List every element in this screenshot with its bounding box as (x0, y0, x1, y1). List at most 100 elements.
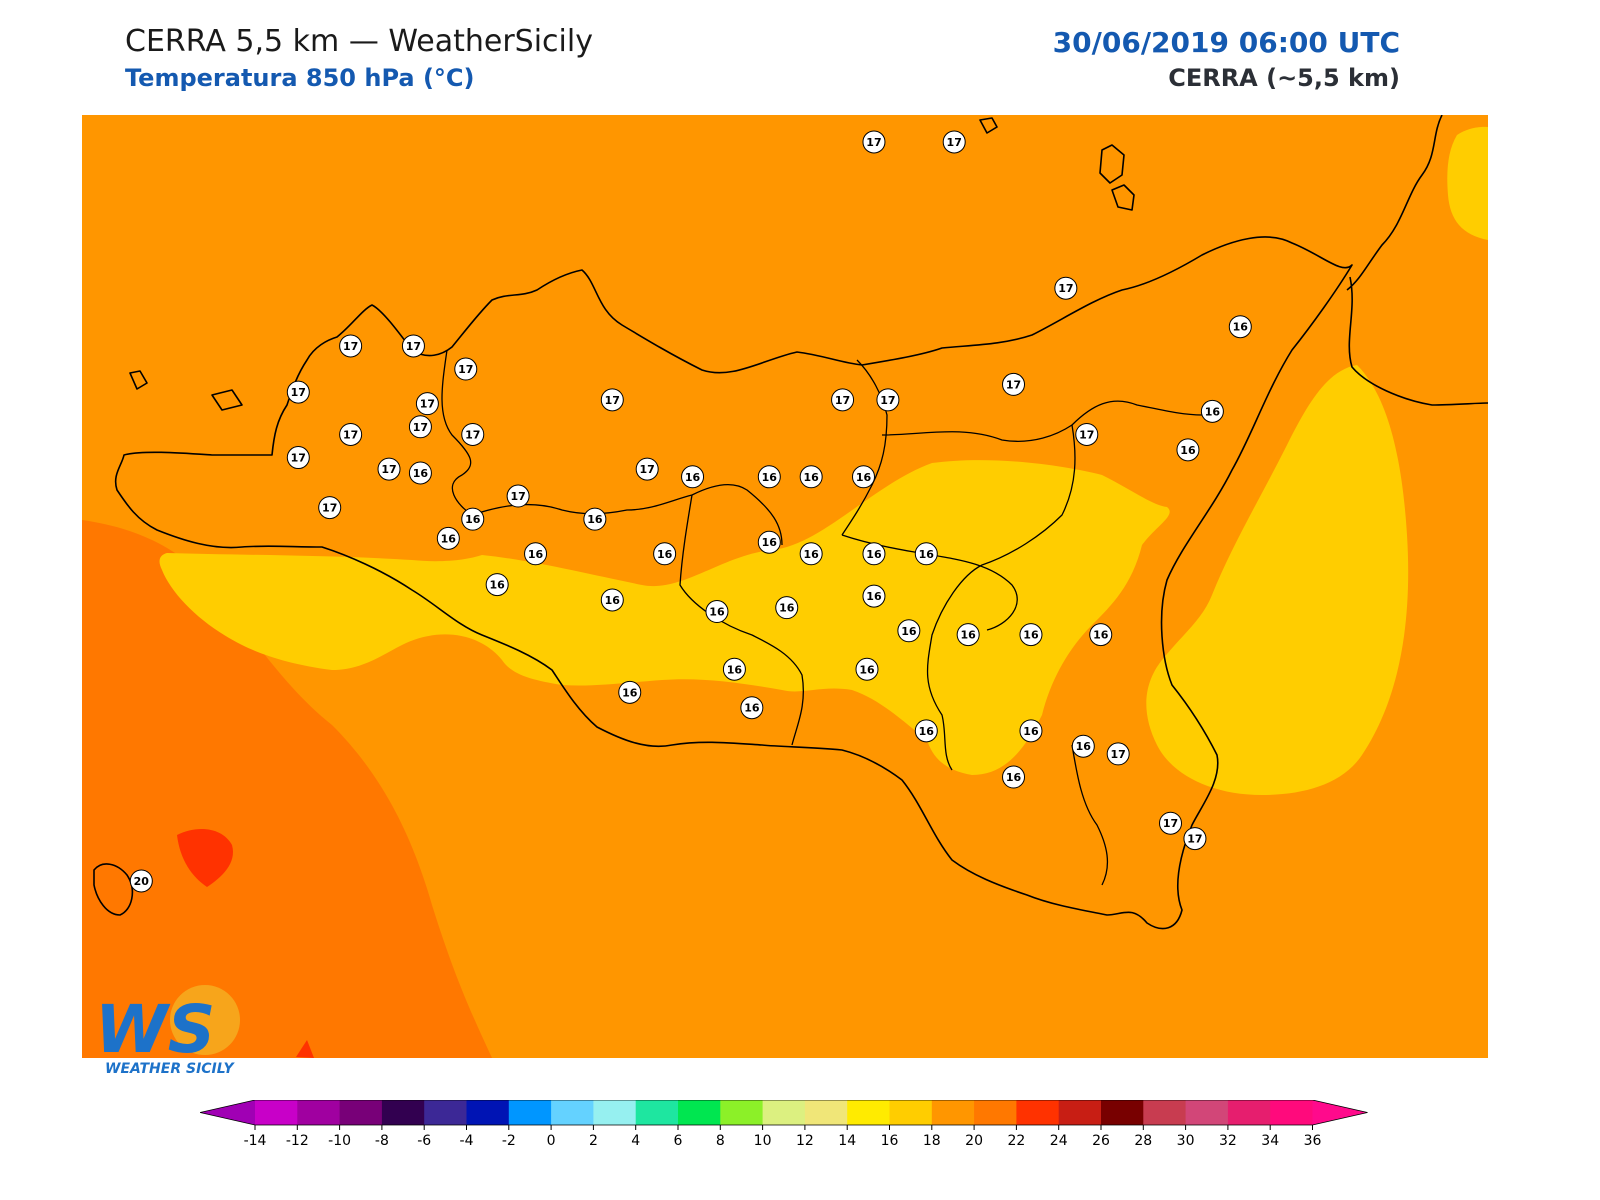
temp-label: 16 (436, 526, 460, 550)
temp-label-bubble (1054, 276, 1078, 300)
border-enna-catania (881, 423, 1076, 771)
temp-label-value: 16 (804, 471, 820, 484)
temp-label-value: 16 (727, 663, 743, 676)
temp-label-value: 17 (1187, 833, 1202, 846)
temp-label-value: 17 (343, 428, 358, 441)
temp-label-bubble (1176, 438, 1200, 462)
colorbar-under-arrow (200, 1100, 255, 1125)
colorbar-tick-label: 14 (838, 1133, 856, 1149)
temp-label-bubble (461, 422, 485, 446)
colorbar-box (1270, 1100, 1313, 1125)
temp-label-value: 17 (458, 363, 473, 376)
temp-label-bubble (740, 696, 764, 720)
temp-label: 16 (862, 542, 886, 566)
temp-label: 16 (1019, 623, 1043, 647)
temp-label-bubble (635, 457, 659, 481)
temp-label-bubble (914, 542, 938, 566)
temp-label-value: 17 (947, 136, 962, 149)
temp-label-value: 17 (510, 490, 525, 503)
temp-label-value: 17 (640, 463, 655, 476)
temp-label-value: 17 (605, 394, 620, 407)
temp-label-bubble (506, 484, 530, 508)
temp-label-bubble (408, 461, 432, 485)
colorbar-box (593, 1100, 637, 1125)
temp-label-bubble (897, 619, 921, 643)
temp-label-bubble (454, 357, 478, 381)
colorbar-ticks: -14 -12 -10 -8 -6 -4 -2 0 2 4 6 8 10 12 14 16 18 20 22 24 26… (244, 1125, 1321, 1149)
colorbar-box (424, 1100, 467, 1125)
temp-label: 20 (129, 869, 153, 893)
vulcano-island (1111, 184, 1135, 211)
logo-initials: WS (95, 991, 215, 1068)
colorbar-box (1058, 1100, 1102, 1125)
lipari-island (1099, 144, 1125, 184)
colorbar-tick-label: 26 (1092, 1133, 1110, 1149)
colorbar-box (1016, 1100, 1060, 1125)
temp-label: 16 (1002, 765, 1026, 789)
temp-label: 17 (1075, 422, 1099, 446)
colorbar-box (381, 1100, 425, 1125)
temp-label-bubble (600, 588, 624, 612)
temp-label: 16 (775, 596, 799, 620)
border-caltanissetta-agrigento (679, 494, 804, 746)
temp-label: 16 (1019, 719, 1043, 743)
temp-label-value: 16 (779, 602, 795, 615)
temp-label: 17 (942, 130, 966, 154)
temp-label: 16 (600, 588, 624, 612)
temp-label-bubble (862, 584, 886, 608)
temp-label-bubble (914, 719, 938, 743)
temp-label: 17 (339, 334, 363, 358)
temp-label-bubble (1200, 399, 1224, 423)
temp-label-bubble (1002, 765, 1026, 789)
temp-label-bubble (286, 446, 310, 470)
temp-label: 16 (524, 542, 548, 566)
colorbar-tick-label: -14 (244, 1133, 267, 1149)
temp-label: 16 (1228, 315, 1252, 339)
temp-label-bubble (757, 465, 781, 489)
temp-label-value: 20 (134, 875, 150, 888)
temp-label: 16 (914, 542, 938, 566)
colorbar-box (339, 1100, 383, 1125)
temp-label-bubble (485, 573, 509, 597)
temp-label-bubble (1019, 623, 1043, 647)
colorbar-box (255, 1100, 298, 1125)
border-catania-messina (1071, 400, 1203, 426)
temp-label-bubble (831, 388, 855, 412)
colorbar-tick-label: -6 (417, 1133, 431, 1149)
province-borders (441, 349, 1203, 886)
colorbar-box (1185, 1100, 1229, 1125)
colorbar-box (1101, 1100, 1144, 1125)
temp-label: 16 (681, 465, 705, 489)
temp-label-bubble (681, 465, 705, 489)
temp-label-value: 17 (465, 428, 480, 441)
colorbar-box (804, 1100, 848, 1125)
egadi-island-2 (211, 389, 243, 411)
temp-label: 17 (318, 496, 342, 520)
temp-label-bubble (1159, 811, 1183, 835)
temp-label-value: 16 (657, 548, 673, 561)
temp-label-bubble (942, 130, 966, 154)
temp-label-value: 16 (762, 471, 778, 484)
temp-label-value: 16 (859, 663, 875, 676)
border-palermo-caltanissetta (471, 483, 783, 546)
temp-label-bubble (377, 457, 401, 481)
temp-label: 16 (914, 719, 938, 743)
temp-label: 16 (851, 465, 875, 489)
temp-label-bubble (408, 415, 432, 439)
colorbar-tick-label: 4 (631, 1133, 640, 1149)
temp-label-value: 17 (420, 398, 435, 411)
temp-label-value: 16 (622, 686, 638, 699)
temp-label-value: 16 (1023, 629, 1039, 642)
temp-label-value: 17 (291, 386, 306, 399)
temp-label-value: 16 (413, 467, 429, 480)
chart-subtitle: Temperatura 850 hPa (°C) (125, 64, 475, 92)
temp-label-value: 16 (441, 532, 457, 545)
temp-label: 16 (740, 696, 764, 720)
temp-label-bubble (1019, 719, 1043, 743)
temp-label: 16 (618, 680, 642, 704)
temp-label: 16 (705, 600, 729, 624)
temp-label: 17 (454, 357, 478, 381)
colorbar-box (762, 1100, 806, 1125)
temp-label: 17 (286, 380, 310, 404)
colorbar-box (974, 1100, 1017, 1125)
